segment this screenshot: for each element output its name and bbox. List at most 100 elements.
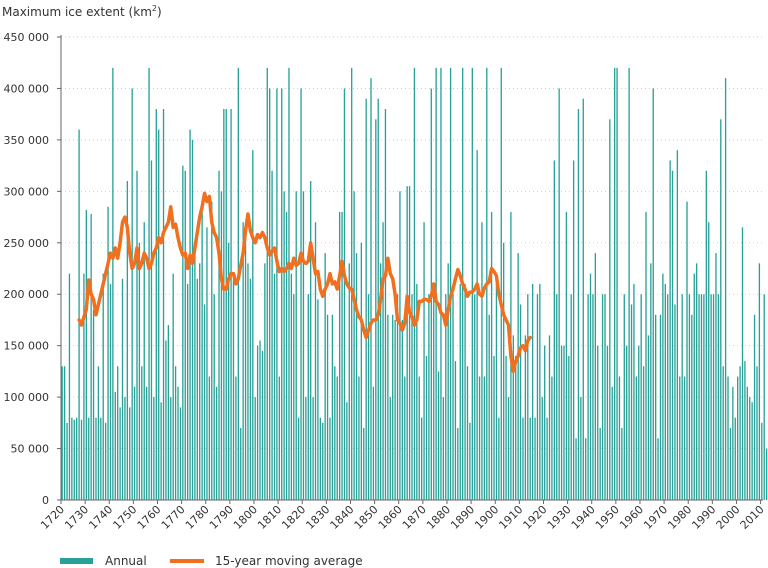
- annual-bar: [580, 397, 582, 500]
- annual-bar: [425, 355, 428, 500]
- annual-bar: [674, 304, 676, 500]
- annual-bar: [741, 227, 744, 500]
- annual-bar: [734, 417, 736, 500]
- annual-bar: [616, 67, 618, 501]
- annual-bar: [63, 366, 66, 500]
- annual-bar: [191, 139, 194, 500]
- annual-bar: [503, 242, 505, 500]
- annual-bar: [739, 366, 741, 500]
- annual-bar: [498, 417, 500, 500]
- annual-bar: [95, 417, 97, 500]
- annual-bar: [220, 191, 223, 500]
- annual-bar: [433, 294, 435, 500]
- annual-bar: [604, 294, 606, 500]
- annual-bar: [331, 314, 334, 500]
- annual-bar: [68, 273, 71, 500]
- annual-bar: [471, 67, 473, 501]
- x-tick-label: 1810: [255, 503, 284, 532]
- annual-bar: [189, 129, 191, 500]
- annual-bar: [761, 422, 763, 500]
- annual-bar: [662, 273, 664, 500]
- annual-bar: [66, 422, 68, 500]
- annual-bar: [293, 294, 295, 500]
- annual-bar: [628, 67, 630, 501]
- annual-bar: [594, 253, 597, 500]
- annual-bar: [206, 227, 208, 500]
- legend: Annual 15-year moving average: [60, 554, 363, 568]
- y-tick-label: 350 000: [4, 134, 50, 147]
- annual-bar: [104, 422, 107, 500]
- annual-bar: [208, 376, 211, 500]
- x-tick-label: 1850: [352, 503, 381, 532]
- annual-bar: [387, 314, 389, 500]
- annual-bar: [167, 325, 170, 500]
- legend-moving-average-label: 15-year moving average: [215, 554, 363, 568]
- annual-bar: [715, 253, 717, 500]
- annual-bar: [756, 366, 758, 500]
- annual-bar: [681, 294, 683, 500]
- annual-bar: [500, 67, 502, 501]
- annual-bar: [582, 98, 584, 500]
- annual-bar: [225, 109, 227, 501]
- annual-bar: [737, 376, 739, 500]
- annual-bar: [476, 150, 478, 500]
- annual-bar: [572, 160, 575, 500]
- annual-bar: [162, 109, 165, 501]
- annual-bar: [392, 314, 394, 500]
- annual-bar: [283, 191, 285, 500]
- x-tick-label: 1730: [62, 503, 91, 532]
- annual-bar: [232, 273, 235, 500]
- x-tick-label: 1750: [111, 503, 140, 532]
- annual-bar: [652, 88, 654, 500]
- annual-bar: [138, 242, 141, 500]
- annual-bar: [671, 170, 674, 500]
- x-tick-label: 1970: [641, 503, 670, 532]
- annual-bar: [560, 345, 563, 500]
- y-tick-label: 100 000: [4, 391, 50, 404]
- annual-bar: [606, 345, 609, 500]
- x-tick-label: 1820: [279, 503, 308, 532]
- annual-bar: [700, 294, 703, 500]
- annual-bar: [273, 273, 276, 500]
- annual-bar: [640, 294, 642, 500]
- annual-bar: [83, 273, 85, 500]
- annual-bar: [348, 263, 350, 500]
- annual-bar: [645, 211, 647, 500]
- x-tick-label: 1930: [545, 503, 574, 532]
- x-tick-label: 1790: [207, 503, 236, 532]
- annual-bar: [611, 386, 613, 500]
- annual-bar: [592, 294, 594, 500]
- annual-bar: [703, 294, 705, 500]
- x-tick-label: 1990: [689, 503, 718, 532]
- annual-bar: [244, 242, 247, 500]
- x-tick-label: 1840: [328, 503, 357, 532]
- annual-bar: [522, 417, 524, 500]
- annual-bar: [218, 170, 220, 500]
- annual-bar: [184, 170, 186, 500]
- annual-bar: [420, 417, 423, 500]
- annual-bar: [746, 386, 748, 500]
- annual-bar: [269, 88, 271, 500]
- annual-bar: [664, 283, 666, 500]
- x-tick-label: 1830: [303, 503, 332, 532]
- annual-bar: [312, 397, 314, 500]
- annual-bar: [160, 402, 162, 500]
- annual-bar: [281, 88, 283, 500]
- annual-bar: [199, 263, 201, 500]
- annual-bar: [230, 109, 232, 501]
- legend-annual-label: Annual: [105, 554, 147, 568]
- annual-bar: [211, 201, 213, 500]
- annual-bar: [129, 407, 131, 500]
- annual-bar: [170, 397, 172, 500]
- annual-bar: [124, 397, 126, 500]
- annual-bar: [411, 294, 413, 500]
- annual-bar: [382, 222, 384, 500]
- annual-bar: [100, 417, 102, 500]
- annual-bar: [469, 422, 471, 500]
- annual-bar: [765, 448, 768, 500]
- x-tick-label: 1860: [376, 503, 405, 532]
- annual-bar: [179, 407, 182, 500]
- annual-bar: [464, 283, 466, 500]
- legend-moving-average-swatch: [170, 559, 204, 563]
